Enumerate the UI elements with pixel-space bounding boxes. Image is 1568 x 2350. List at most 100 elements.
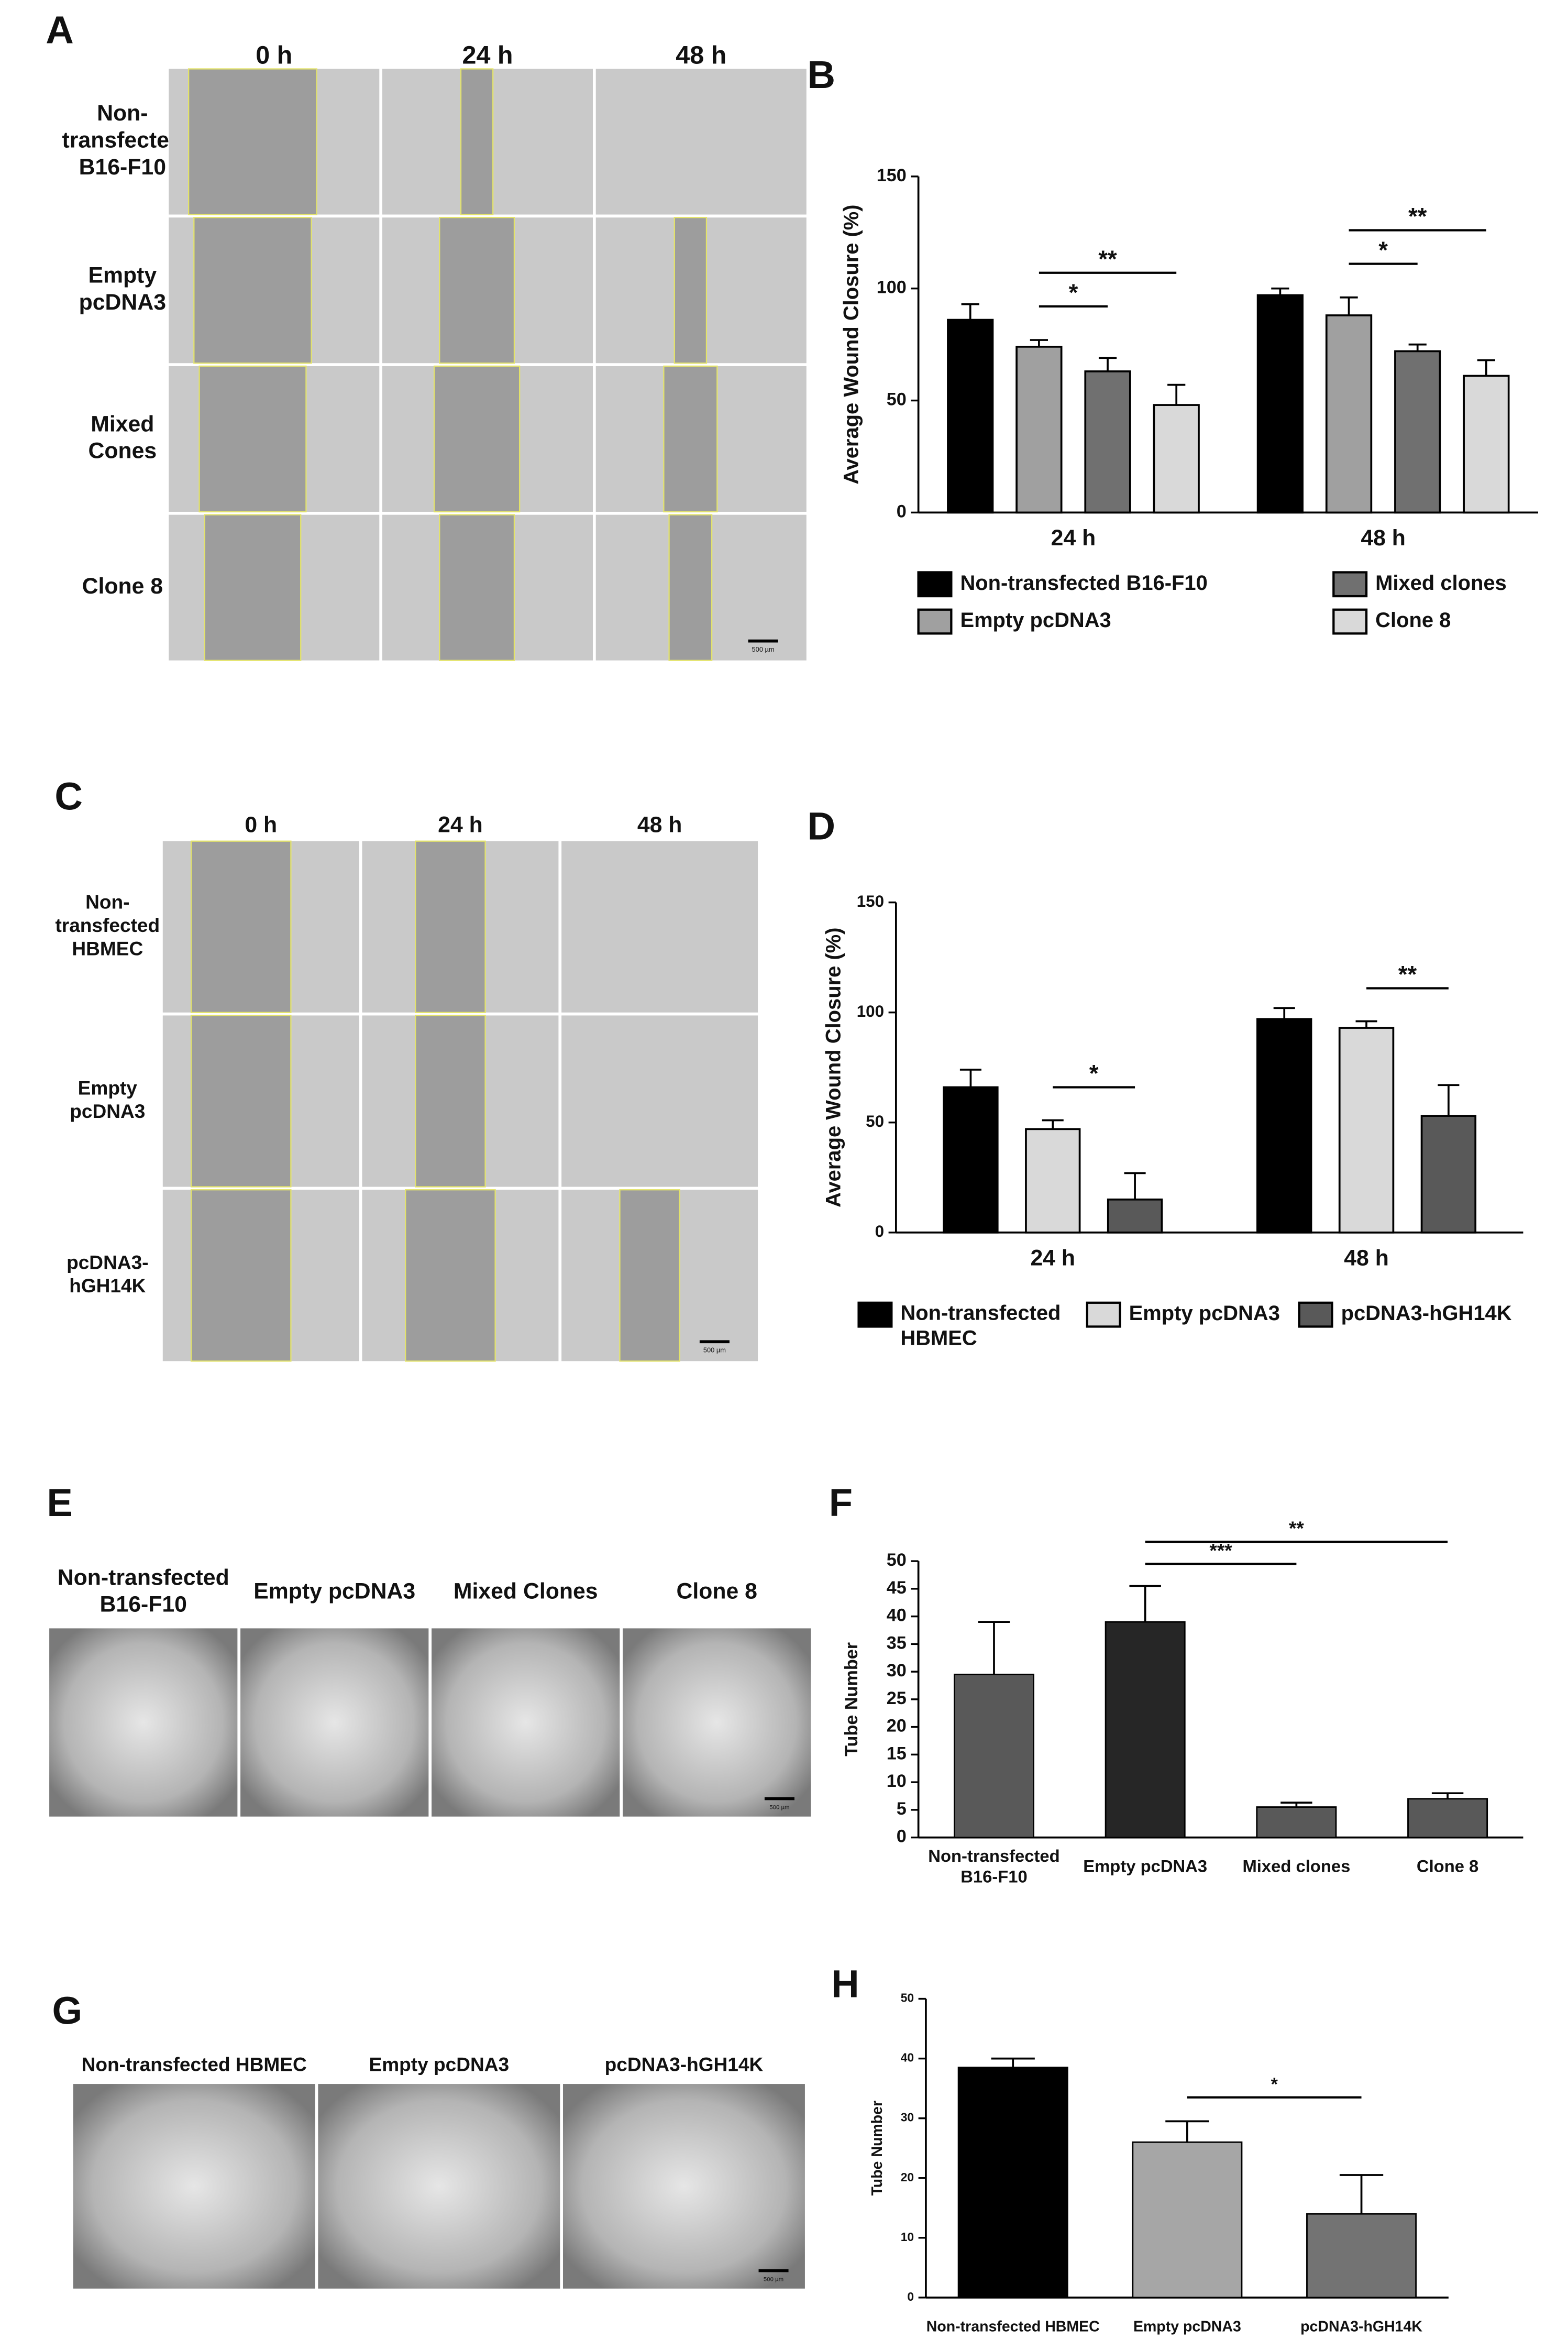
bar xyxy=(1105,1621,1186,1839)
image-label: Non-transfected B16-F10 xyxy=(58,1565,229,1617)
y-tick-label: 5 xyxy=(897,1799,907,1819)
wound-gap xyxy=(187,68,317,215)
bar xyxy=(1463,375,1510,514)
bar xyxy=(1015,346,1063,514)
x-tick-label: Mixed clones xyxy=(1242,1856,1350,1875)
bar xyxy=(1338,1027,1395,1234)
x-tick-label: Non-transfected HBMEC xyxy=(926,2318,1100,2335)
bar xyxy=(943,1086,999,1234)
scale-bar-label: 500 µm xyxy=(764,2277,783,2283)
row-label: Empty pcDNA3 xyxy=(79,263,166,315)
y-tick-label: 15 xyxy=(887,1743,907,1763)
wound-gap xyxy=(190,1015,292,1188)
column-label: 48 h xyxy=(676,41,726,70)
panel-letter: C xyxy=(54,774,83,818)
legend-label: Empty pcDNA3 xyxy=(1129,1302,1280,1325)
legend-label: Mixed clones xyxy=(1375,572,1507,595)
y-tick-label: 40 xyxy=(887,1606,907,1626)
y-tick-label: 30 xyxy=(887,1661,907,1681)
legend-swatch xyxy=(1332,608,1368,635)
wound-gap xyxy=(439,217,515,364)
wound-gap xyxy=(619,1189,680,1362)
bar xyxy=(1025,1128,1081,1234)
row-label: Empty pcDNA3 xyxy=(70,1077,145,1122)
wound-gap xyxy=(673,217,708,364)
panel-letter: G xyxy=(52,1989,82,2033)
column-label: 48 h xyxy=(637,812,682,837)
scale-bar-label: 500 µm xyxy=(769,1805,789,1811)
bar xyxy=(1132,2141,1243,2299)
column-label: 24 h xyxy=(438,812,483,837)
scale-bar-label: 500 µm xyxy=(703,1346,726,1354)
y-tick-label: 0 xyxy=(897,501,907,521)
bar xyxy=(947,319,994,514)
y-tick-label: 20 xyxy=(887,1716,907,1736)
y-tick-label: 10 xyxy=(887,1771,907,1791)
microscopy-image xyxy=(432,1628,620,1817)
legend-swatch xyxy=(1086,1301,1121,1328)
significance-label: *** xyxy=(1209,1539,1232,1561)
scale-bar-label: 500 µm xyxy=(752,645,775,653)
bar xyxy=(1153,404,1200,514)
image-label: Non-transfected HBMEC xyxy=(82,2053,307,2076)
legend-swatch xyxy=(917,608,953,635)
y-tick-label: 50 xyxy=(901,1991,914,2005)
significance-label: * xyxy=(1089,1060,1099,1087)
legend-label: Non-transfected HBMEC xyxy=(900,1301,1061,1349)
microscopy-image xyxy=(49,1628,238,1817)
wound-gap xyxy=(433,365,521,513)
wound-gap xyxy=(198,365,307,513)
y-tick-label: 30 xyxy=(901,2111,914,2124)
row-label: Non-transfected HBMEC xyxy=(55,891,160,960)
y-tick-label: 100 xyxy=(877,278,907,298)
legend-label: Empty pcDNA3 xyxy=(960,609,1111,632)
bar xyxy=(1256,1018,1312,1234)
y-tick-label: 35 xyxy=(887,1633,907,1653)
panel-letter: A xyxy=(46,8,74,52)
x-tick-label: Clone 8 xyxy=(1417,1856,1478,1875)
bar xyxy=(1306,2213,1417,2299)
legend-swatch xyxy=(857,1301,893,1328)
bar xyxy=(1256,1806,1337,1839)
legend-label: Clone 8 xyxy=(1375,609,1451,632)
y-tick-label: 0 xyxy=(875,1222,884,1240)
wound-gap xyxy=(460,68,494,215)
x-tick-label: 24 h xyxy=(1051,525,1096,551)
bar xyxy=(1107,1198,1163,1234)
bar xyxy=(953,1673,1034,1839)
row-label: Non-transfected B16-F10 xyxy=(62,101,183,180)
microscopy-image xyxy=(561,1015,758,1187)
image-label: Empty pcDNA3 xyxy=(369,2053,510,2076)
significance-label: ** xyxy=(1408,203,1427,230)
y-tick-label: 50 xyxy=(887,1550,907,1570)
row-label: pcDNA3-hGH14K xyxy=(67,1251,148,1296)
image-label: Empty pcDNA3 xyxy=(253,1578,415,1604)
x-tick-label: pcDNA3-hGH14K xyxy=(1300,2318,1422,2335)
bar xyxy=(1325,314,1373,514)
column-label: 24 h xyxy=(462,41,513,70)
microscopy-image xyxy=(562,2084,805,2289)
y-tick-label: 0 xyxy=(897,1827,907,1847)
y-tick-label: 25 xyxy=(887,1688,907,1708)
y-tick-label: 50 xyxy=(866,1112,884,1130)
x-tick-label: Empty pcDNA3 xyxy=(1083,1856,1207,1875)
legend-swatch xyxy=(917,571,953,598)
x-tick-label: 48 h xyxy=(1344,1245,1389,1270)
significance-label: * xyxy=(1378,237,1388,263)
wound-gap xyxy=(193,217,312,364)
image-label: pcDNA3-hGH14K xyxy=(605,2053,764,2076)
panel-letter: E xyxy=(47,1481,72,1524)
microscopy-image xyxy=(73,2084,315,2289)
wound-gap xyxy=(190,840,292,1013)
legend-label: pcDNA3-hGH14K xyxy=(1341,1302,1512,1325)
panel-letter: F xyxy=(829,1481,853,1524)
microscopy-image xyxy=(595,69,807,215)
y-axis-label: Tube Number xyxy=(869,2101,886,2196)
y-tick-label: 100 xyxy=(857,1002,884,1020)
column-label: 0 h xyxy=(245,812,277,837)
significance-label: ** xyxy=(1289,1517,1304,1539)
microscopy-image xyxy=(318,2084,560,2289)
y-axis-label: Average Wound Closure (%) xyxy=(822,928,845,1207)
significance-label: * xyxy=(1271,2074,1278,2094)
